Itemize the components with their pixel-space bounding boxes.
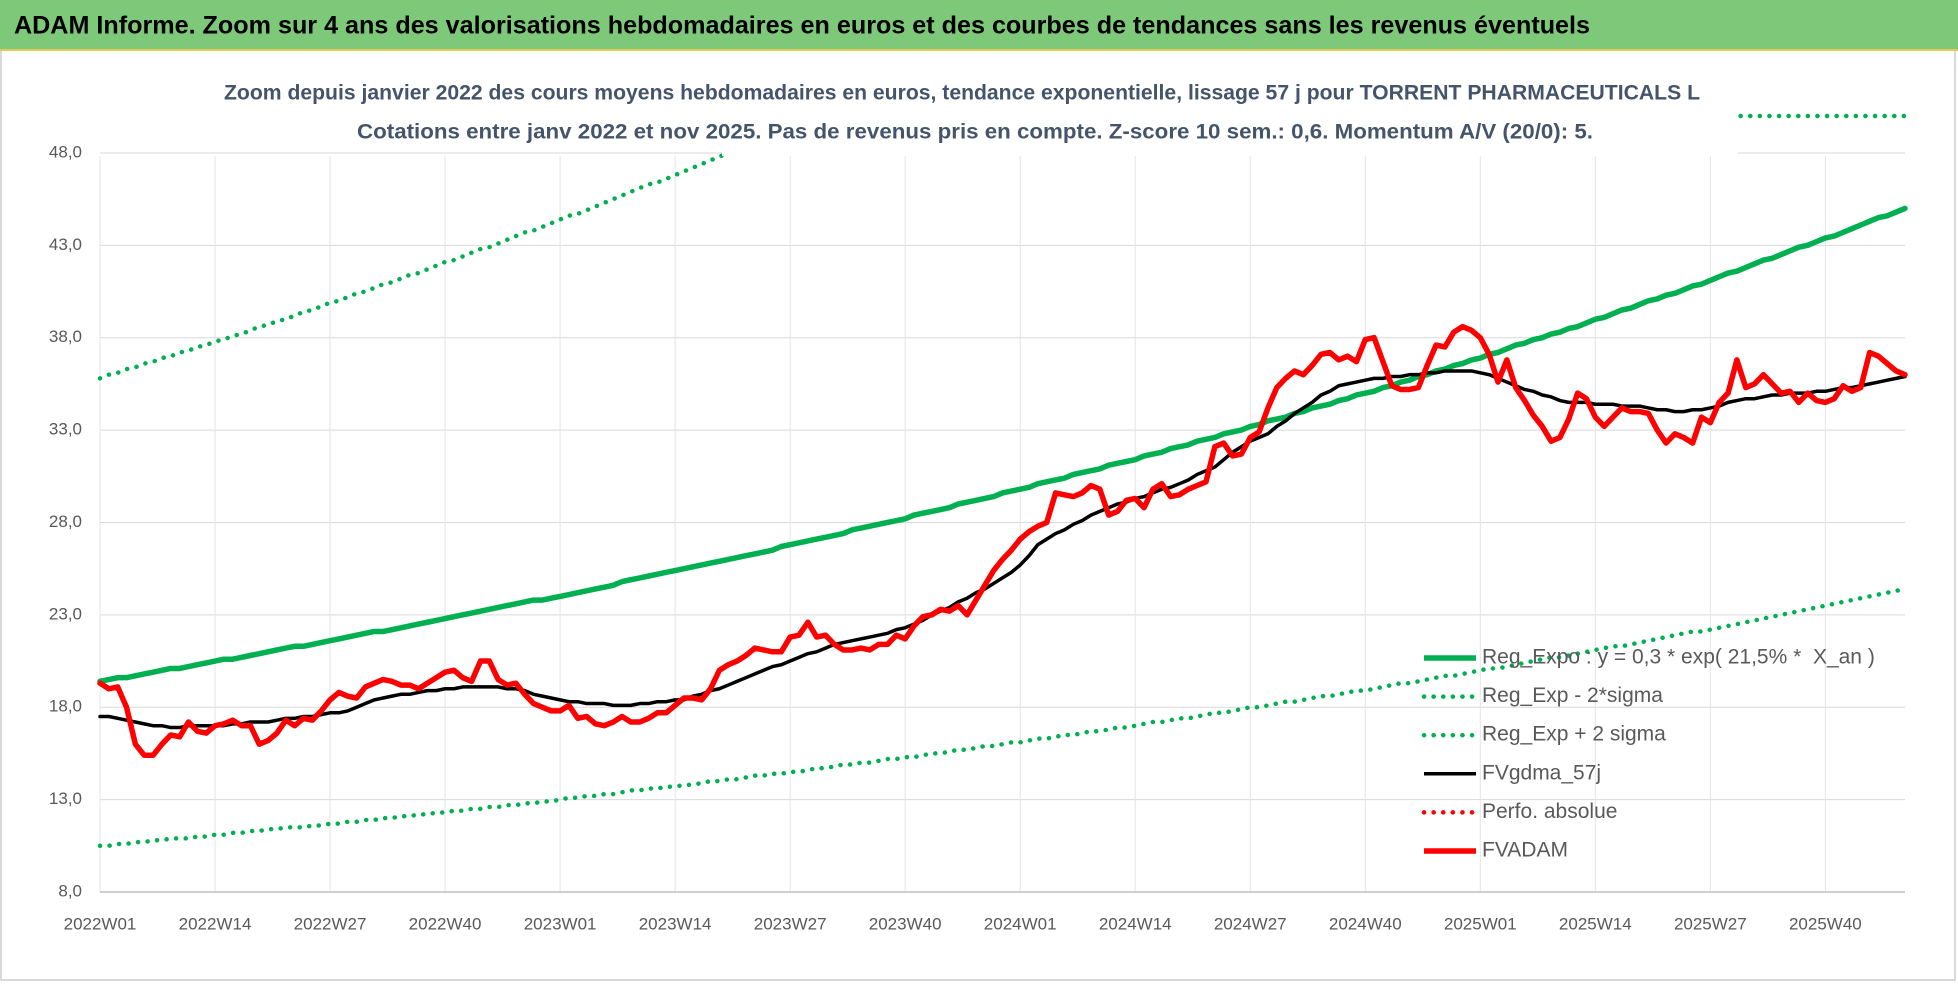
x-tick-label: 2024W27 xyxy=(1214,914,1287,933)
x-tick-label: 2025W14 xyxy=(1559,914,1632,933)
y-tick-label: 38,0 xyxy=(49,327,82,346)
series-line xyxy=(98,369,1907,730)
legend-label: Reg_Exp + 2 sigma xyxy=(1482,723,1666,746)
legend-label: Perfo. absolue xyxy=(1482,800,1617,823)
y-tick-label: 23,0 xyxy=(49,604,82,623)
x-tick-label: 2022W27 xyxy=(294,914,367,933)
series-line xyxy=(97,586,1908,849)
legend-label: FVADAM xyxy=(1482,839,1568,862)
legend-label: Reg_Exp - 2*sigma xyxy=(1482,684,1663,707)
y-tick-label: 28,0 xyxy=(49,512,82,531)
y-tick-label: 43,0 xyxy=(49,235,82,254)
legend-label: Reg_Expo : y = 0,3 * exp( 21,5% * X_an ) xyxy=(1482,646,1875,669)
x-tick-label: 2023W40 xyxy=(869,914,942,933)
chart-title: Zoom depuis janvier 2022 des cours moyen… xyxy=(224,82,1700,105)
y-tick-label: 18,0 xyxy=(49,697,82,716)
header-bar xyxy=(0,0,1958,50)
y-tick-label: 33,0 xyxy=(49,420,82,439)
legend: Reg_Expo : y = 0,3 * exp( 21,5% * X_an )… xyxy=(1421,646,1875,862)
x-tick-label: 2025W01 xyxy=(1444,914,1517,933)
y-tick-label: 13,0 xyxy=(49,789,82,808)
subtitle-box xyxy=(722,70,1738,156)
x-tick-label: 2025W27 xyxy=(1674,914,1747,933)
y-tick-label: 8,0 xyxy=(58,881,82,900)
plot-area: 8,0 13,0 18,0 23,0 28,0 33,0 38,0 43,0 48,0 2022W… xyxy=(49,113,1908,933)
page-title: ADAM Informe. Zoom sur 4 ans des valoris… xyxy=(14,12,1590,40)
x-tick-label: 2022W01 xyxy=(64,914,137,933)
x-tick-label: 2022W14 xyxy=(179,914,252,933)
x-tick-label: 2024W14 xyxy=(1099,914,1172,933)
x-tick-label: 2024W40 xyxy=(1329,914,1402,933)
x-tick-label: 2024W01 xyxy=(984,914,1057,933)
y-tick-label: 48,0 xyxy=(49,142,82,161)
series-line xyxy=(97,323,1908,759)
x-tick-label: 2023W14 xyxy=(639,914,712,933)
x-tick-label: 2023W01 xyxy=(524,914,597,933)
series-line xyxy=(97,205,1908,685)
legend-label: FVgdma_57j xyxy=(1482,761,1601,784)
x-tick-label: 2023W27 xyxy=(754,914,827,933)
chart-subtitle: Cotations entre janv 2022 et nov 2025. P… xyxy=(357,121,1593,144)
x-tick-label: 2022W40 xyxy=(409,914,482,933)
x-tick-label: 2025W40 xyxy=(1789,914,1862,933)
